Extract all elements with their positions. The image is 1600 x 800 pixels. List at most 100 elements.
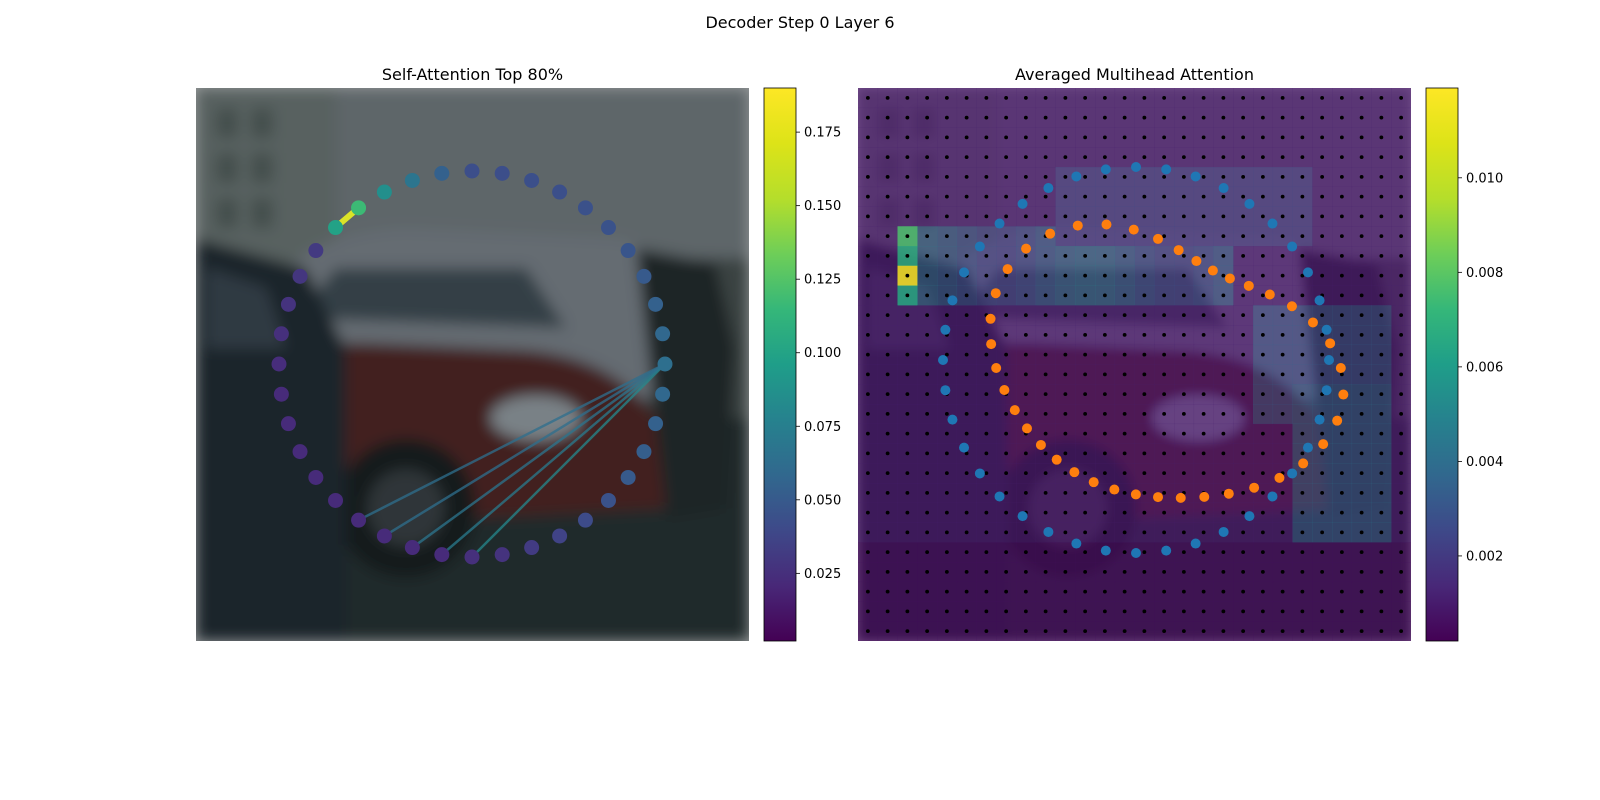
blue-point bbox=[1321, 385, 1332, 396]
grid-point bbox=[1162, 569, 1167, 574]
grid-point bbox=[1063, 589, 1068, 594]
grid-point bbox=[1399, 589, 1404, 594]
query-point bbox=[577, 200, 593, 216]
grid-point bbox=[885, 530, 890, 535]
grid-point bbox=[1043, 174, 1048, 179]
grid-point bbox=[1280, 135, 1285, 140]
grid-point bbox=[1102, 490, 1107, 495]
grid-point bbox=[984, 194, 989, 199]
grid-point bbox=[944, 273, 949, 278]
grid-point bbox=[1280, 273, 1285, 278]
grid-point bbox=[1399, 135, 1404, 140]
grid-point bbox=[925, 530, 930, 535]
query-point bbox=[292, 444, 308, 460]
grid-point bbox=[905, 589, 910, 594]
grid-point bbox=[1083, 293, 1088, 298]
grid-point bbox=[1063, 471, 1068, 476]
orange-point bbox=[986, 339, 997, 350]
grid-point bbox=[1399, 332, 1404, 337]
grid-point bbox=[1102, 451, 1107, 456]
grid-point bbox=[1063, 352, 1068, 357]
grid-point bbox=[944, 550, 949, 555]
grid-point bbox=[1379, 510, 1384, 515]
grid-point bbox=[905, 372, 910, 377]
grid-point bbox=[905, 214, 910, 219]
grid-point bbox=[1004, 510, 1009, 515]
grid-point bbox=[984, 95, 989, 100]
grid-point bbox=[1122, 451, 1127, 456]
orange-point bbox=[991, 363, 1002, 373]
grid-point bbox=[944, 569, 949, 574]
grid-point bbox=[1241, 510, 1246, 515]
blue-point bbox=[938, 355, 948, 365]
grid-point bbox=[984, 490, 989, 495]
grid-point bbox=[865, 609, 870, 614]
grid-point bbox=[944, 194, 949, 199]
orange-point bbox=[1175, 492, 1186, 503]
grid-point bbox=[865, 589, 870, 594]
grid-point bbox=[905, 253, 910, 258]
grid-point bbox=[1063, 629, 1068, 634]
grid-point bbox=[885, 135, 890, 140]
grid-point bbox=[1260, 253, 1265, 258]
grid-point bbox=[1201, 135, 1206, 140]
grid-point bbox=[885, 609, 890, 614]
grid-point bbox=[1260, 352, 1265, 357]
grid-point bbox=[1339, 273, 1344, 278]
grid-point bbox=[1004, 629, 1009, 634]
grid-point bbox=[944, 115, 949, 120]
grid-point bbox=[1280, 155, 1285, 160]
grid-point bbox=[1280, 253, 1285, 258]
grid-point bbox=[1339, 135, 1344, 140]
grid-point bbox=[984, 451, 989, 456]
grid-point bbox=[885, 392, 890, 397]
blue-point bbox=[994, 218, 1005, 229]
grid-point bbox=[1023, 95, 1028, 100]
grid-point bbox=[964, 135, 969, 140]
attention-edges bbox=[332, 204, 667, 559]
grid-point bbox=[1023, 313, 1028, 318]
query-point bbox=[494, 165, 510, 181]
grid-point bbox=[1201, 471, 1206, 476]
grid-point bbox=[1241, 411, 1246, 416]
orange-point bbox=[1101, 219, 1112, 230]
grid-point bbox=[1379, 411, 1384, 416]
blue-point bbox=[1071, 171, 1082, 182]
orange-point bbox=[1051, 454, 1062, 465]
grid-point bbox=[1181, 629, 1186, 634]
grid-point bbox=[1102, 174, 1107, 179]
grid-point bbox=[1201, 352, 1206, 357]
grid-point bbox=[1004, 530, 1009, 535]
grid-point bbox=[1023, 550, 1028, 555]
grid-point bbox=[1023, 589, 1028, 594]
grid-point bbox=[1102, 214, 1107, 219]
grid-point bbox=[1221, 510, 1226, 515]
grid-point bbox=[1241, 569, 1246, 574]
orange-point bbox=[985, 313, 996, 324]
grid-point bbox=[1083, 253, 1088, 258]
grid-point bbox=[1004, 372, 1009, 377]
grid-point bbox=[1300, 550, 1305, 555]
grid-point bbox=[1004, 115, 1009, 120]
grid-point bbox=[1359, 451, 1364, 456]
grid-point bbox=[1320, 609, 1325, 614]
colorbar-tick-label: 0.100 bbox=[804, 346, 841, 361]
grid-point bbox=[1023, 629, 1028, 634]
grid-point bbox=[925, 214, 930, 219]
blue-point bbox=[1100, 164, 1111, 175]
blue-point bbox=[1321, 324, 1332, 335]
grid-point bbox=[1399, 194, 1404, 199]
reference-grid-points bbox=[865, 95, 1404, 634]
grid-point bbox=[1379, 253, 1384, 258]
grid-point bbox=[964, 95, 969, 100]
grid-point bbox=[1162, 589, 1167, 594]
grid-point bbox=[1023, 451, 1028, 456]
blue-point bbox=[1287, 468, 1298, 479]
query-point bbox=[524, 172, 540, 188]
colorbar-tick-label: 0.150 bbox=[804, 199, 841, 214]
grid-point bbox=[1280, 490, 1285, 495]
grid-point bbox=[1102, 95, 1107, 100]
grid-point bbox=[1280, 313, 1285, 318]
grid-point bbox=[1280, 174, 1285, 179]
grid-point bbox=[1083, 411, 1088, 416]
